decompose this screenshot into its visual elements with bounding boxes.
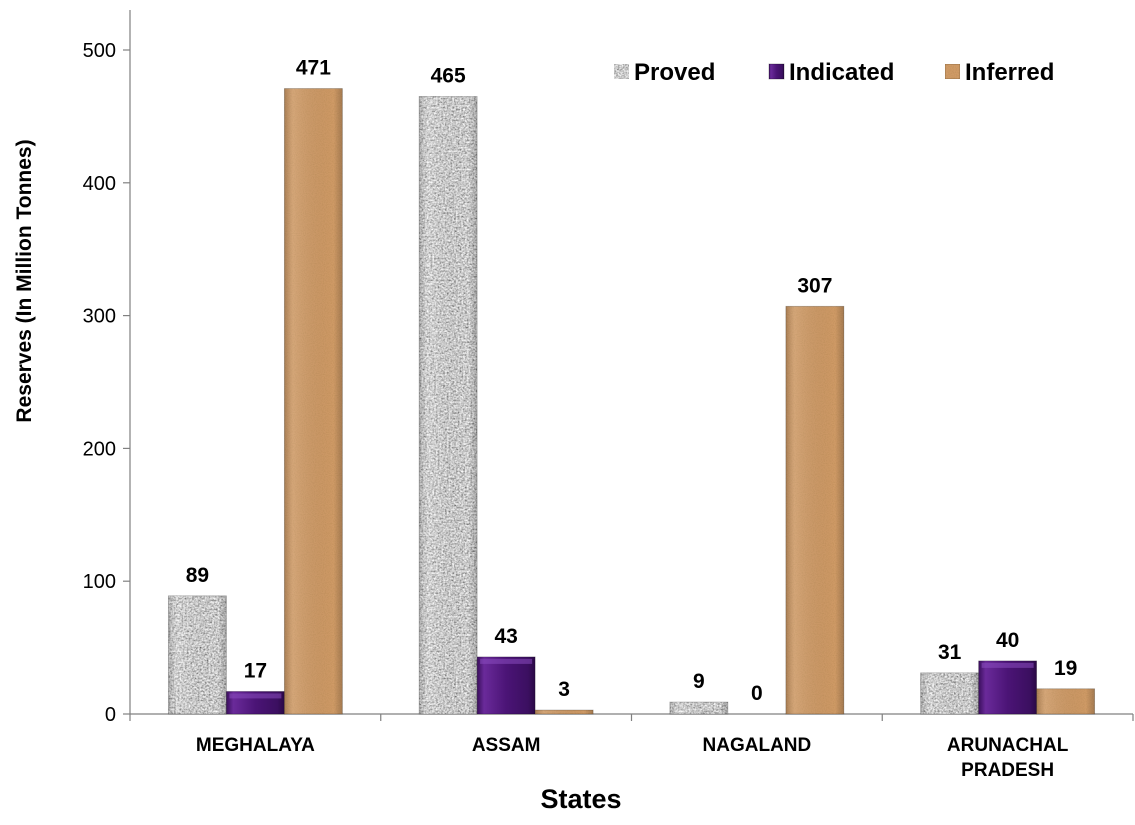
legend-label: Inferred [965,59,1054,86]
data-label: 465 [431,64,466,87]
bar-indicated [225,691,285,715]
category-label: PRADESH [961,760,1054,781]
data-label: 3 [558,678,570,701]
bar-inferred [534,709,594,715]
legend-item-indicated: Indicated [768,59,894,86]
bar-proved [167,595,227,715]
legend-label: Proved [634,59,715,86]
data-label: 471 [296,57,331,80]
legend-swatch [768,63,785,80]
data-label: 19 [1054,657,1077,680]
category-label: NAGALAND [703,735,812,756]
y-tick-label: 500 [83,40,116,62]
legend-swatch [944,63,961,80]
legend-swatch [613,63,630,80]
bar-proved [669,701,729,715]
data-labels: 89 465 9 31 17 43 0 40 471 3 307 19 [186,57,1078,705]
bar-proved [920,672,980,715]
data-label: 17 [244,659,267,682]
y-tick-label: 400 [83,173,116,195]
category-label: ASSAM [472,735,541,756]
data-label: 0 [751,682,763,705]
category-label: ARUNACHAL [947,735,1069,756]
category-label: MEGHALAYA [196,735,315,756]
y-tick-label: 300 [83,306,116,328]
x-categories: MEGHALAYA ASSAM NAGALAND ARUNACHAL PRADESH [129,714,1134,781]
data-label: 9 [693,670,705,693]
data-label: 43 [494,625,517,648]
bar-proved [418,96,478,715]
data-label: 307 [797,274,832,297]
bars [167,88,1096,715]
bar-indicated [978,660,1038,715]
y-tick-label: 0 [105,704,116,726]
data-label: 40 [996,629,1019,652]
data-label: 89 [186,564,209,587]
bar-inferred [283,88,343,715]
axes [129,10,1133,715]
legend-label: Indicated [789,59,894,86]
y-tick-label: 100 [83,571,116,593]
y-ticks: 0 100 200 300 400 500 [83,40,130,726]
y-tick-label: 200 [83,438,116,460]
bar-inferred [1036,688,1096,715]
legend-item-inferred: Inferred [944,59,1054,86]
legend-item-proved: Proved [613,59,715,86]
legend: Proved Indicated Inferred [613,59,1054,86]
y-axis-title: Reserves (In Million Tonnes) [13,139,36,422]
data-label: 31 [938,641,962,664]
bar-indicated [476,656,536,715]
bar-inferred [785,305,845,715]
x-axis-title: States [540,784,621,814]
